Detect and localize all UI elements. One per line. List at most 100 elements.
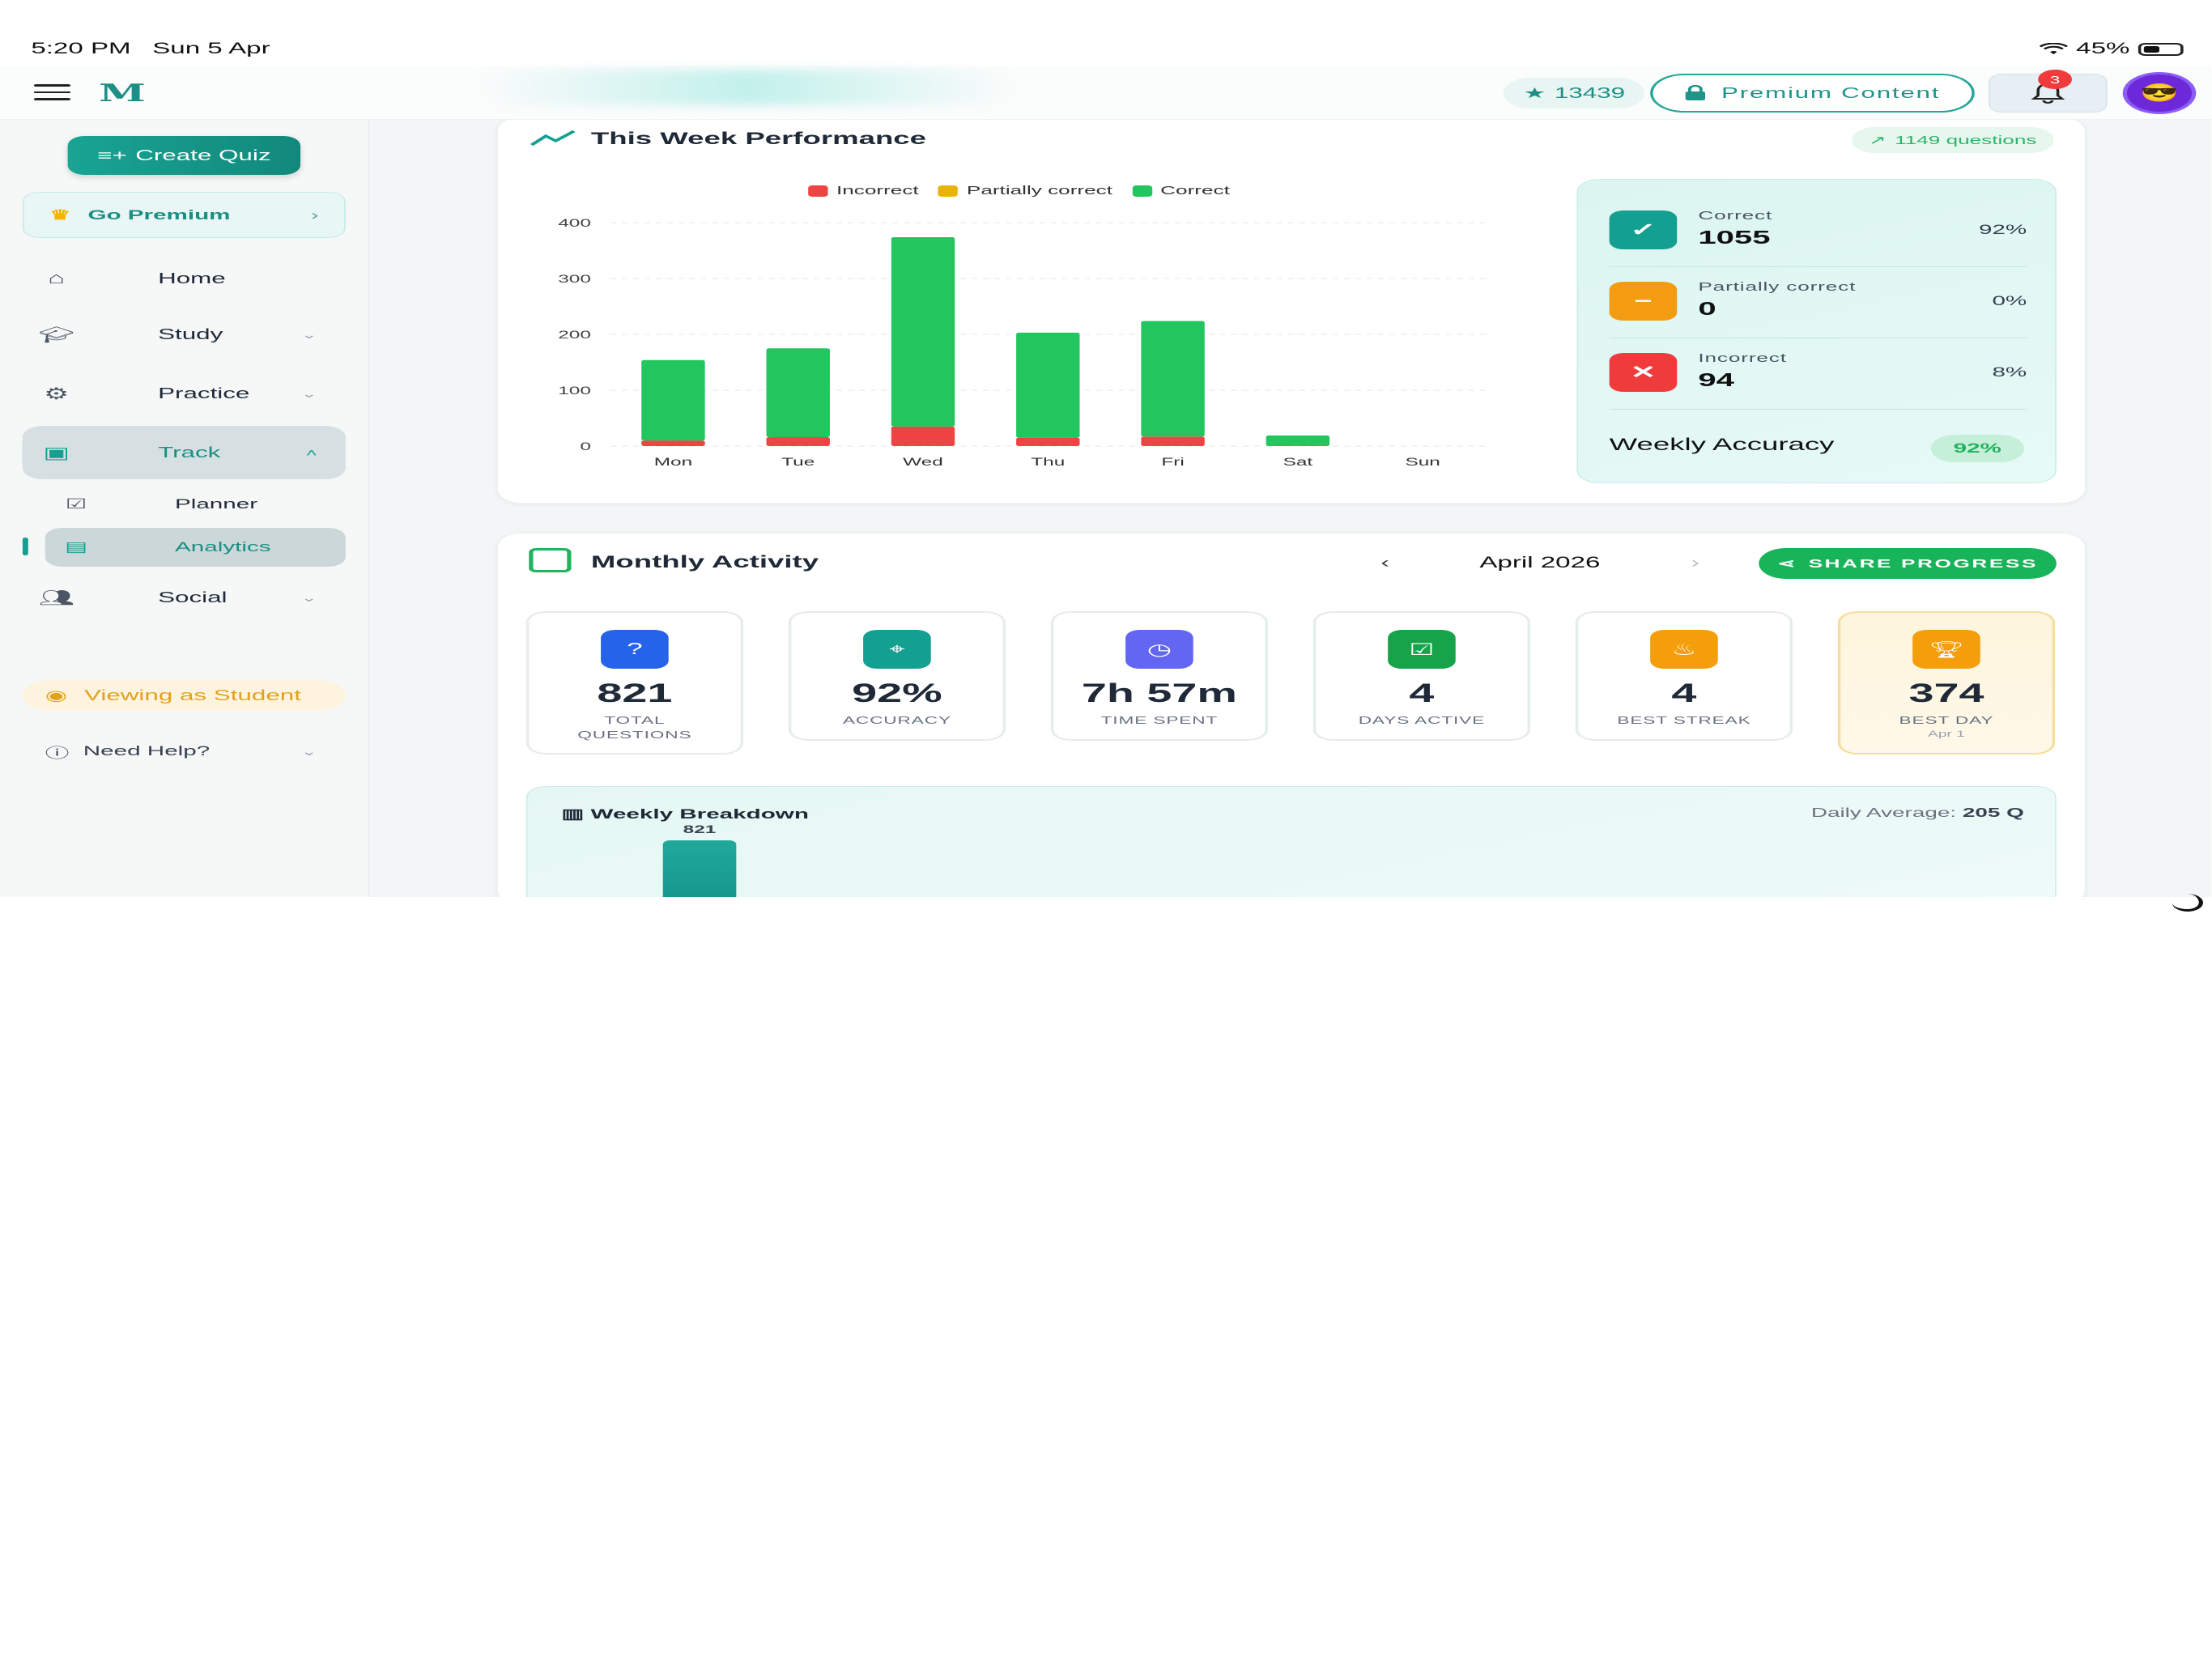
legend-correct[interactable]: Correct bbox=[1132, 184, 1230, 198]
monthly-title: Monthly Activity bbox=[590, 553, 819, 572]
points-value: 13439 bbox=[1554, 84, 1626, 101]
brain-icon: ⚙ bbox=[44, 385, 70, 403]
share-progress-button[interactable]: ⋖ SHARE PROGRESS bbox=[1759, 548, 2057, 579]
chevron-down-icon: ⌄ bbox=[300, 744, 317, 758]
trending-up-icon: ↗ bbox=[1868, 134, 1887, 147]
stat-value: 1055 bbox=[1698, 227, 1771, 248]
status-bar: 5:20 PM Sun 5 Apr 45% bbox=[0, 0, 2212, 71]
minus-icon: − bbox=[1609, 282, 1678, 321]
tile-label: BEST STREAK bbox=[1617, 714, 1751, 726]
weekly-accuracy-label: Weekly Accuracy bbox=[1609, 436, 1835, 454]
legend-partial[interactable]: Partially correct bbox=[938, 184, 1112, 198]
sidebar-item-social[interactable]: 👥︎ Social ⌄ bbox=[23, 571, 346, 624]
chevron-up-icon: ˄ bbox=[305, 446, 317, 459]
questions-count: 1149 questions bbox=[1895, 133, 2037, 147]
analytics-icon: ▤ bbox=[65, 539, 88, 555]
tile-value: 7h 57m bbox=[1081, 678, 1237, 708]
legend-label: Partially correct bbox=[966, 184, 1112, 198]
chevron-down-icon: ⌄ bbox=[300, 386, 317, 400]
sidebar-item-label: Practice bbox=[158, 385, 250, 402]
stat-partial: − Partially correct 0 0% bbox=[1609, 267, 2027, 338]
status-date: Sun 5 Apr bbox=[152, 40, 270, 57]
avatar-emoji-icon: 😎 bbox=[2140, 83, 2179, 103]
tile-best-day: 🏆︎ 374 BEST DAY Apr 1 bbox=[1837, 611, 2056, 755]
weekly-stacked-bar-chart: 0 100 200 300 400 Mon Tue Wed Thu Fri Sat Sun bbox=[558, 217, 1486, 469]
bar-segment bbox=[1266, 435, 1330, 446]
tile-value: 4 bbox=[1671, 678, 1697, 708]
eye-icon: ◉ bbox=[45, 687, 68, 704]
app-logo[interactable]: M bbox=[98, 79, 146, 108]
y-tick-label: 400 bbox=[558, 217, 591, 229]
sidebar-item-label: Planner bbox=[175, 496, 258, 512]
menu-icon[interactable] bbox=[33, 84, 71, 100]
daily-average-label: Daily Average: bbox=[1810, 806, 1957, 820]
points-badge[interactable]: ★ 13439 bbox=[1503, 78, 1645, 108]
legend-swatch bbox=[1132, 185, 1152, 197]
tile-label: BEST DAY bbox=[1899, 714, 1994, 726]
create-quiz-button[interactable]: ≡+ Create Quiz bbox=[67, 136, 301, 175]
go-premium-button[interactable]: ♛ Go Premium › bbox=[22, 192, 346, 238]
sidebar-item-home[interactable]: ⌂ Home bbox=[23, 252, 346, 305]
breakdown-title: ▥ Weekly Breakdown bbox=[561, 806, 809, 823]
notifications-button[interactable]: 3 bbox=[1989, 70, 2108, 113]
x-tick-label: Thu bbox=[1031, 456, 1065, 468]
tile-value: 821 bbox=[597, 678, 673, 708]
avatar[interactable]: 😎 bbox=[2122, 72, 2197, 114]
top-header: M ★ 13439 Premium Content 3 😎 bbox=[0, 66, 2212, 120]
sidebar-item-study[interactable]: 🎓︎ Study ⌄ bbox=[23, 308, 346, 361]
sidebar-item-label: Study bbox=[158, 325, 223, 342]
bar-segment bbox=[641, 359, 705, 441]
check-icon: ✓ bbox=[1609, 210, 1678, 249]
wifi-icon bbox=[2039, 43, 2068, 54]
battery-percent: 45% bbox=[2076, 40, 2130, 57]
questions-pill: ↗ 1149 questions bbox=[1851, 127, 2054, 153]
viewing-label: Viewing as Student bbox=[84, 687, 301, 704]
battery-icon bbox=[2138, 43, 2184, 56]
bar-segment bbox=[766, 436, 830, 446]
star-icon: ★ bbox=[1523, 84, 1546, 101]
tile-sub: Apr 1 bbox=[1928, 729, 1965, 739]
sidebar: ≡+ Create Quiz ♛ Go Premium › ⌂ Home 🎓︎ … bbox=[0, 120, 370, 897]
prev-month-button[interactable]: ‹ bbox=[1380, 555, 1389, 571]
stat-percent: 92% bbox=[1978, 222, 2027, 237]
y-tick-label: 100 bbox=[558, 385, 591, 397]
bar-segment bbox=[1141, 436, 1205, 446]
sidebar-item-planner[interactable]: ☑ Planner bbox=[45, 485, 346, 524]
sidebar-item-analytics[interactable]: ▤ Analytics bbox=[45, 528, 346, 567]
x-tick-label: Tue bbox=[781, 456, 815, 468]
next-month-button[interactable]: › bbox=[1691, 555, 1700, 571]
tile-value: 374 bbox=[1908, 678, 1984, 708]
performance-title: This Week Performance bbox=[590, 130, 927, 148]
premium-content-label: Premium Content bbox=[1721, 84, 1941, 101]
y-tick-label: 200 bbox=[558, 329, 591, 341]
daily-average-value: 205 Q bbox=[1962, 806, 2024, 820]
y-tick-label: 300 bbox=[558, 273, 591, 285]
active-indicator bbox=[22, 538, 28, 555]
tile-time-spent: ◷ 7h 57m TIME SPENT bbox=[1050, 611, 1269, 741]
chevron-down-icon: ⌄ bbox=[300, 327, 317, 341]
tile-label: TOTAL QUESTIONS bbox=[577, 714, 692, 741]
x-tick-label: Sat bbox=[1283, 456, 1313, 468]
sidebar-item-track[interactable]: ▣ Track ˄ bbox=[22, 426, 346, 479]
trophy-icon: 🏆︎ bbox=[1912, 630, 1980, 669]
premium-content-button[interactable]: Premium Content bbox=[1650, 74, 1975, 113]
stat-correct: ✓ Correct 1055 92% bbox=[1609, 196, 2027, 267]
legend-incorrect[interactable]: Incorrect bbox=[808, 184, 919, 198]
bar-segment bbox=[891, 426, 955, 446]
stat-value: 94 bbox=[1698, 369, 1734, 390]
daily-average: Daily Average: 205 Q bbox=[1811, 806, 2024, 821]
viewing-as-student-badge[interactable]: ◉ Viewing as Student bbox=[22, 680, 346, 711]
crown-icon: ♛ bbox=[49, 206, 71, 223]
x-tick-label: Wed bbox=[903, 456, 943, 468]
need-help-item[interactable]: ⓘ Need Help? ⌄ bbox=[23, 735, 346, 767]
lock-icon bbox=[1686, 85, 1706, 100]
stat-value: 0 bbox=[1698, 298, 1716, 319]
stat-label: Correct bbox=[1698, 209, 1773, 223]
legend-swatch bbox=[938, 185, 959, 197]
tile-label: DAYS ACTIVE bbox=[1358, 714, 1486, 726]
sidebar-item-label: Track bbox=[158, 444, 221, 461]
sidebar-item-practice[interactable]: ⚙ Practice ⌄ bbox=[23, 367, 346, 420]
x-tick-label: Fri bbox=[1161, 456, 1184, 468]
weekly-accuracy-badge: 92% bbox=[1930, 435, 2024, 462]
bar-segment bbox=[891, 236, 955, 427]
